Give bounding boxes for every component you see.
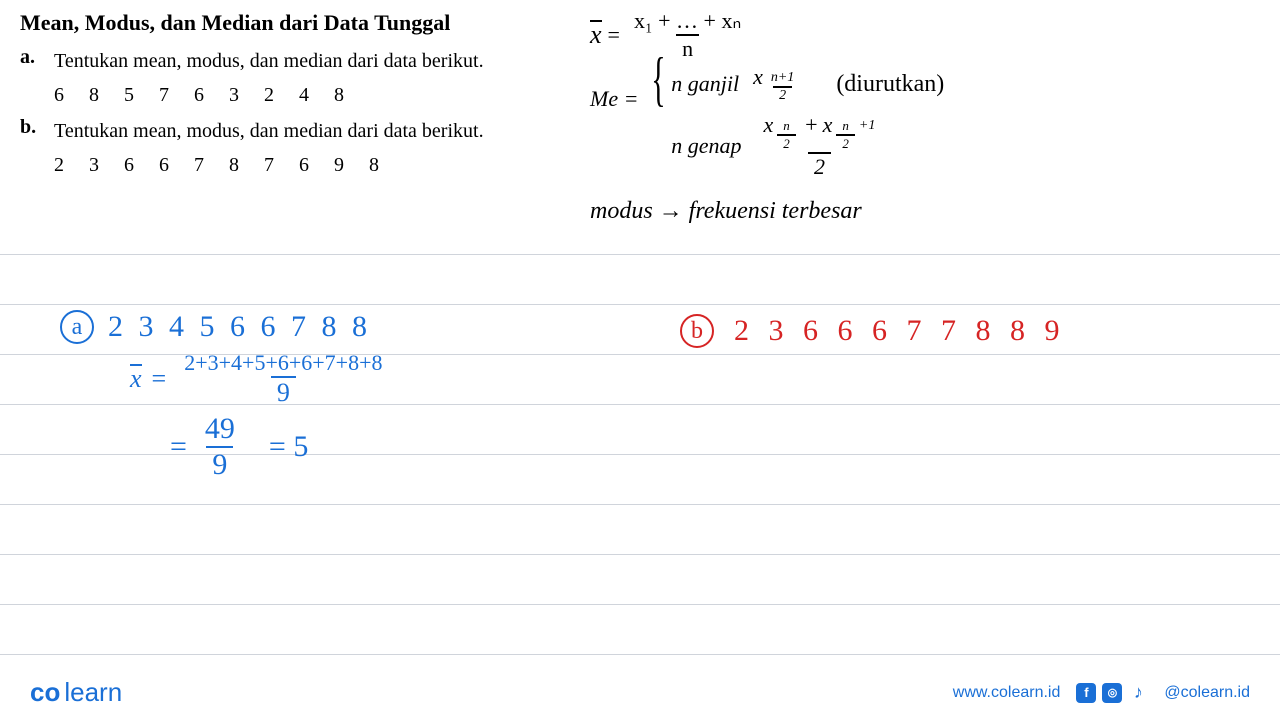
facebook-icon: f [1076,683,1096,703]
mean-result: = 5 [269,430,308,464]
brace-icon: { [652,64,666,94]
median-label: Me = [590,86,638,112]
work-section-b: b 2 3 6 6 6 7 7 8 8 9 [680,314,1066,348]
formula-notes: x = x₁ + … + xₙ n Me = { n ganjil x n+1 … [590,8,1270,225]
mean-calc-fraction: 2+3+4+5+6+6+7+8+8 9 [180,350,386,408]
xbar-a: x [130,364,142,394]
footer-handle: @colearn.id [1164,684,1250,702]
tiktok-icon: ♪ [1128,683,1148,703]
mean-simplified-fraction: 49 9 [201,412,239,482]
item-data: 6 8 5 7 6 3 2 4 8 [54,80,484,110]
item-text: Tentukan mean, modus, dan median dari da… [54,116,484,146]
modus-note: modus → frekuensi terbesar [590,198,1270,225]
sorted-data-a: 2 3 4 5 6 6 7 8 8 [108,310,371,344]
page-title: Mean, Modus, dan Median dari Data Tungga… [20,10,580,36]
circled-b-icon: b [680,314,714,348]
instagram-icon: ◎ [1102,683,1122,703]
item-letter: b. [20,116,54,180]
item-letter: a. [20,46,54,110]
work-section-a: a 2 3 4 5 6 6 7 8 8 x = 2+3+4+5+6+6+7+8+… [60,310,390,482]
circled-a-icon: a [60,310,94,344]
median-even-case: n genap x n 2 + x [671,112,944,180]
sorted-note: (diurutkan) [836,71,944,98]
mean-xbar: x [590,20,602,50]
item-text: Tentukan mean, modus, dan median dari da… [54,46,484,76]
social-icons: f ◎ ♪ [1076,683,1148,703]
problem-statement: Mean, Modus, dan Median dari Data Tungga… [20,10,580,186]
colearn-logo: colearn [30,677,122,708]
problem-item-b: b. Tentukan mean, modus, dan median dari… [20,116,580,180]
sorted-data-b: 2 3 6 6 6 7 7 8 8 9 [734,314,1066,348]
mean-fraction: x₁ + … + xₙ n [630,8,745,62]
item-data: 2 3 6 6 7 8 7 6 9 8 [54,150,484,180]
footer-url: www.colearn.id [953,684,1061,702]
footer: colearn www.colearn.id f ◎ ♪ @colearn.id [0,677,1280,708]
median-odd-case: n ganjil x n+1 2 (diurutkan) [671,64,944,104]
problem-item-a: a. Tentukan mean, modus, dan median dari… [20,46,580,110]
